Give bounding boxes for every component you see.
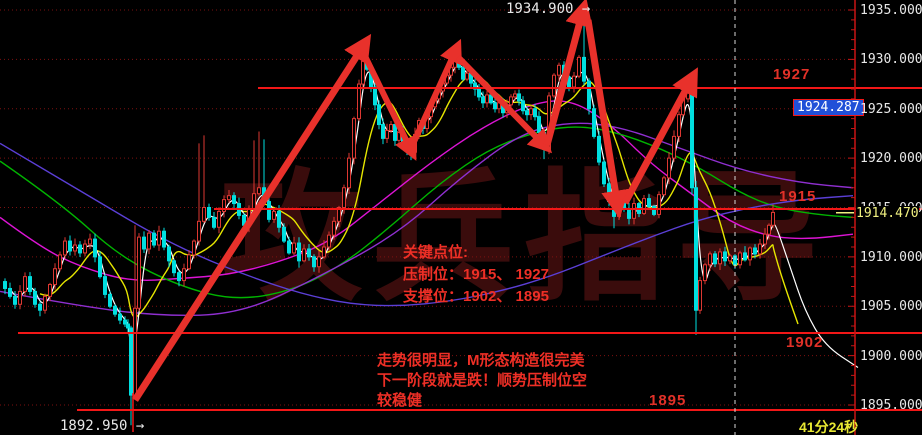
axis-price-label: 1910.000 [860, 249, 922, 265]
support-1902-label: 1902 [786, 334, 824, 351]
ma-line-white [9, 64, 859, 368]
day-high-label: 1934.900 → [506, 1, 591, 17]
axis-price-label: 1920.000 [860, 151, 922, 167]
ma-line-green [0, 126, 854, 299]
analysis-line-3: 较稳健 [377, 392, 423, 409]
key-levels-title: 关键点位: [403, 244, 468, 261]
trend-arrow-7 [621, 67, 698, 205]
trend-arrow-5 [543, 0, 593, 146]
axis-price-label: 1905.000 [860, 299, 922, 315]
trend-arrow-3 [409, 38, 462, 148]
resistance-levels-text: 压制位：1915、 1927 [403, 266, 549, 283]
ma-line-violet [0, 122, 854, 316]
day-low-label: 1892.950 → [60, 418, 145, 434]
axis-price-label: 1900.000 [860, 348, 922, 364]
cursor-price-box: 1924.287 [793, 99, 864, 116]
analysis-line-2: 下一阶段就是跌！顺势压制位空 [377, 372, 588, 389]
trend-arrow-4 [455, 54, 553, 154]
resistance-1915-label: 1915 [779, 188, 817, 205]
ma-line-indigo [0, 142, 854, 307]
analysis-line-1: 走势很明显，M形态构造很完美 [377, 352, 585, 369]
level-lines [18, 87, 922, 432]
axis-price-label: 1895.000 [860, 398, 922, 413]
ma-line-magenta [0, 100, 854, 282]
axis-price-label: 1930.000 [860, 52, 922, 68]
trend-arrows [132, 0, 698, 402]
price-axis-scale [848, 0, 856, 435]
resistance-1927-label: 1927 [773, 66, 811, 83]
axis-price-label: 1935.000 [860, 3, 922, 18]
axis-price-label: 1925.000 [860, 101, 922, 117]
support-1895-label: 1895 [649, 392, 687, 409]
trend-arrow-2 [360, 50, 417, 161]
ma-line-yellow [39, 74, 799, 325]
support-levels-text: 支撑位：1902、 1895 [403, 288, 549, 305]
current-price-tag: 1914.470 [856, 206, 919, 221]
trend-arrow-1 [132, 33, 372, 402]
bar-countdown-timer: 41分24秒 [799, 419, 859, 435]
trend-arrow-6 [584, 19, 630, 219]
